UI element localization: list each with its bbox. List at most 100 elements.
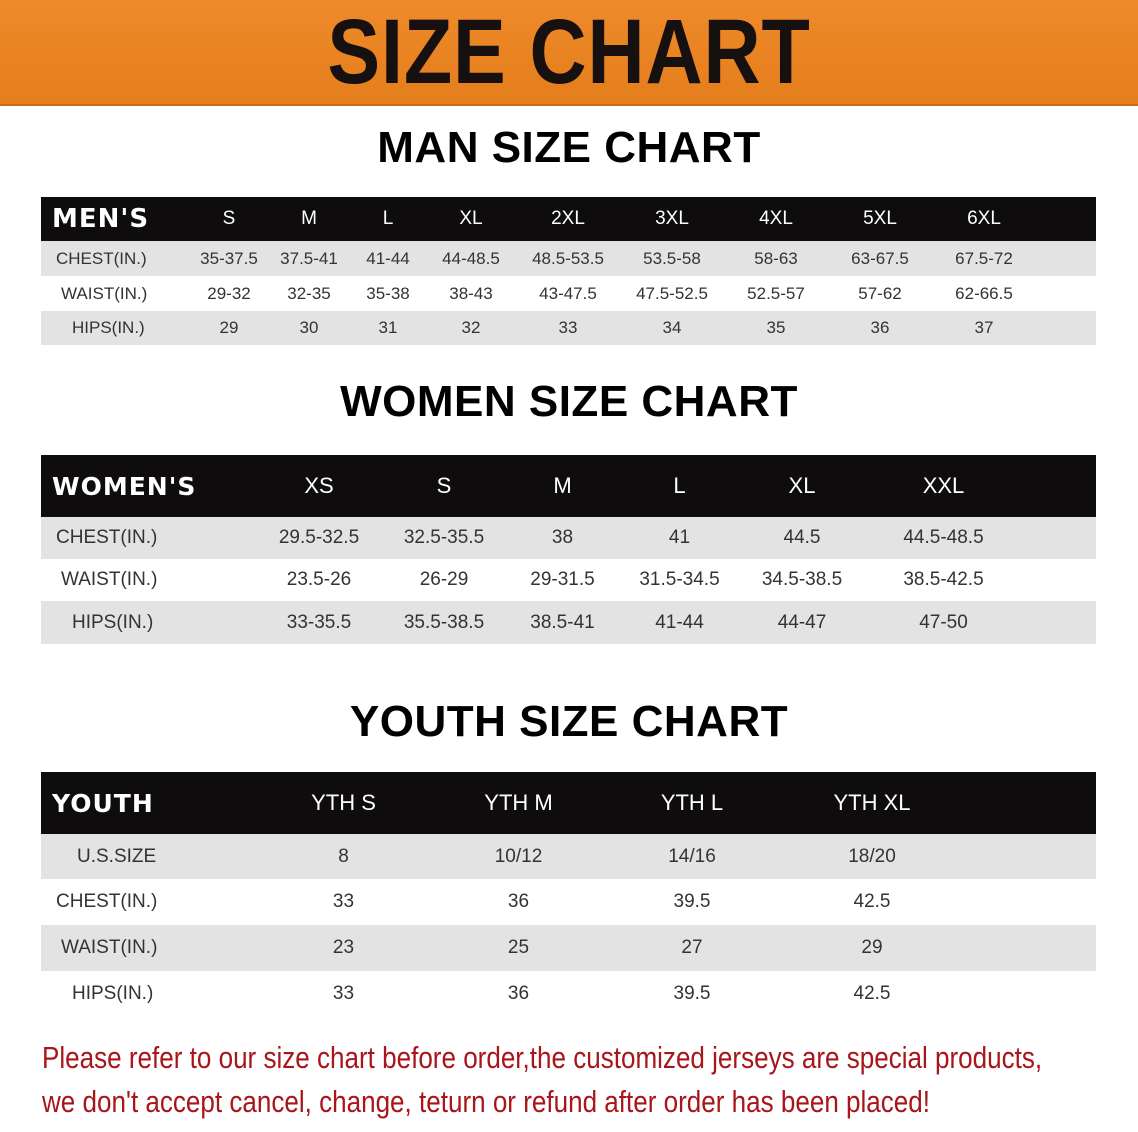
size-header: 5XL bbox=[829, 197, 931, 241]
size-value: 44.5-48.5 bbox=[866, 517, 1021, 559]
size-value: 57-62 bbox=[858, 283, 902, 303]
row-filler bbox=[1021, 559, 1096, 601]
header-filler bbox=[1037, 197, 1096, 241]
size-value: 42.5 bbox=[853, 891, 891, 912]
size-value: 36 bbox=[829, 311, 931, 345]
women-header-row: WOMEN'S XS S M L XL XXL bbox=[41, 455, 1096, 517]
header-filler bbox=[1021, 455, 1096, 517]
table-row: CHEST(IN.) 29.5-32.5 32.5-35.5 38 41 44.5 44.5… bbox=[41, 517, 1096, 559]
size-value: 8 bbox=[256, 834, 431, 879]
youth-size-table: YOUTH YTH S YTH M YTH L YTH XL U.S.SIZE 8 10/12… bbox=[41, 772, 1096, 1016]
size-value: 30 bbox=[269, 311, 349, 345]
youth-section-title: YOUTH SIZE CHART bbox=[349, 697, 789, 746]
size-header: YTH XL bbox=[778, 772, 966, 834]
size-value: 10/12 bbox=[431, 834, 606, 879]
men-header-row: MEN'S S M L XL 2XL 3XL 4XL 5XL 6XL bbox=[41, 197, 1096, 241]
table-row: WAIST(IN.) 23.5-26 26-29 29-31.5 31.5-34.5 34… bbox=[41, 559, 1096, 601]
size-header: M bbox=[269, 197, 349, 241]
size-header: XL bbox=[427, 197, 515, 241]
measurement-label: WAIST(IN.) bbox=[41, 925, 256, 971]
size-value: 38.5-41 bbox=[504, 601, 621, 644]
size-value: 53.5-58 bbox=[621, 241, 723, 276]
size-value: 32-35 bbox=[287, 283, 331, 303]
size-value: 23.5-26 bbox=[286, 569, 352, 590]
size-value: 27 bbox=[606, 925, 778, 971]
size-value: 52.5-57 bbox=[747, 283, 805, 303]
size-value: 31 bbox=[349, 311, 427, 345]
size-value: 31.5-34.5 bbox=[639, 569, 720, 590]
size-value: 38.5-42.5 bbox=[903, 569, 984, 590]
measurement-label: HIPS(IN.) bbox=[41, 601, 254, 644]
table-row: HIPS(IN.) 33-35.5 35.5-38.5 38.5-41 41-44 44-… bbox=[41, 601, 1096, 644]
size-value: 44-47 bbox=[738, 601, 866, 644]
size-value: 39.5 bbox=[673, 982, 711, 1004]
size-value: 34 bbox=[621, 311, 723, 345]
size-value: 23 bbox=[256, 925, 431, 971]
size-value: 25 bbox=[431, 925, 606, 971]
size-value: 43-47.5 bbox=[539, 283, 597, 303]
table-row: CHEST(IN.) 35-37.5 37.5-41 41-44 44-48.5 48.5… bbox=[41, 241, 1096, 276]
size-value: 41-44 bbox=[349, 241, 427, 276]
size-value: 35-37.5 bbox=[189, 241, 269, 276]
size-header: 6XL bbox=[931, 197, 1037, 241]
table-row: WAIST(IN.) 29-32 32-35 35-38 38-43 43-47.5 47.… bbox=[41, 276, 1096, 311]
measurement-label: WAIST(IN.) bbox=[61, 283, 148, 303]
size-value: 39.5 bbox=[673, 891, 711, 912]
size-value: 33 bbox=[332, 982, 355, 1004]
size-value: 26-29 bbox=[419, 569, 469, 590]
size-value: 34.5-38.5 bbox=[761, 569, 843, 590]
size-value: 35-38 bbox=[366, 283, 410, 303]
size-value: 36 bbox=[507, 982, 530, 1004]
size-value: 33-35.5 bbox=[254, 601, 384, 644]
size-header: XS bbox=[254, 455, 384, 517]
row-filler bbox=[966, 879, 1096, 925]
youth-header-row: YOUTH YTH S YTH M YTH L YTH XL bbox=[41, 772, 1096, 834]
size-value: 35 bbox=[723, 311, 829, 345]
size-value: 47.5-52.5 bbox=[636, 283, 708, 303]
size-value: 29 bbox=[189, 311, 269, 345]
table-row: U.S.SIZE 8 10/12 14/16 18/20 bbox=[41, 834, 1096, 879]
measurement-label: HIPS(IN.) bbox=[72, 982, 154, 1004]
size-value: 37 bbox=[931, 311, 1037, 345]
size-header: S bbox=[384, 455, 504, 517]
table-row: HIPS(IN.) 29 30 31 32 33 34 35 36 37 bbox=[41, 311, 1096, 345]
row-filler bbox=[966, 971, 1096, 1016]
row-filler bbox=[966, 925, 1096, 971]
size-value: 62-66.5 bbox=[955, 283, 1013, 303]
measurement-label: U.S.SIZE bbox=[41, 834, 256, 879]
women-section-title: WOMEN SIZE CHART bbox=[340, 377, 798, 426]
measurement-label: CHEST(IN.) bbox=[56, 891, 158, 912]
table-row: WAIST(IN.) 23 25 27 29 bbox=[41, 925, 1096, 971]
table-row: HIPS(IN.) 33 36 39.5 42.5 bbox=[41, 971, 1096, 1016]
measurement-label: CHEST(IN.) bbox=[41, 241, 189, 276]
men-section-title: MAN SIZE CHART bbox=[377, 123, 761, 172]
women-size-table: WOMEN'S XS S M L XL XXL CHEST(IN.) 29.5-32.5 32.5… bbox=[41, 455, 1096, 644]
row-filler bbox=[1021, 601, 1096, 644]
size-header: M bbox=[504, 455, 621, 517]
size-value: 47-50 bbox=[866, 601, 1021, 644]
size-value: 38-43 bbox=[449, 283, 493, 303]
size-header: 3XL bbox=[621, 197, 723, 241]
size-header: YTH L bbox=[606, 772, 778, 834]
size-value: 44.5 bbox=[738, 517, 866, 559]
size-value: 63-67.5 bbox=[829, 241, 931, 276]
size-header: L bbox=[621, 455, 738, 517]
size-value: 37.5-41 bbox=[269, 241, 349, 276]
measurement-label: HIPS(IN.) bbox=[41, 311, 189, 345]
youth-header-label: YOUTH bbox=[41, 772, 256, 834]
size-header: YTH M bbox=[431, 772, 606, 834]
main-title: SIZE CHART bbox=[327, 1, 811, 103]
header-filler bbox=[966, 772, 1096, 834]
policy-note-line-2: we don't accept cancel, change, teturn o… bbox=[42, 1084, 931, 1119]
row-filler bbox=[966, 834, 1096, 879]
row-filler bbox=[1037, 276, 1096, 311]
size-value: 41 bbox=[621, 517, 738, 559]
size-value: 36 bbox=[507, 891, 530, 912]
banner: SIZE CHART bbox=[0, 0, 1138, 106]
size-header: XXL bbox=[866, 455, 1021, 517]
size-value: 41-44 bbox=[621, 601, 738, 644]
size-header: XL bbox=[738, 455, 866, 517]
size-value: 35.5-38.5 bbox=[384, 601, 504, 644]
row-filler bbox=[1021, 517, 1096, 559]
size-value: 48.5-53.5 bbox=[515, 241, 621, 276]
